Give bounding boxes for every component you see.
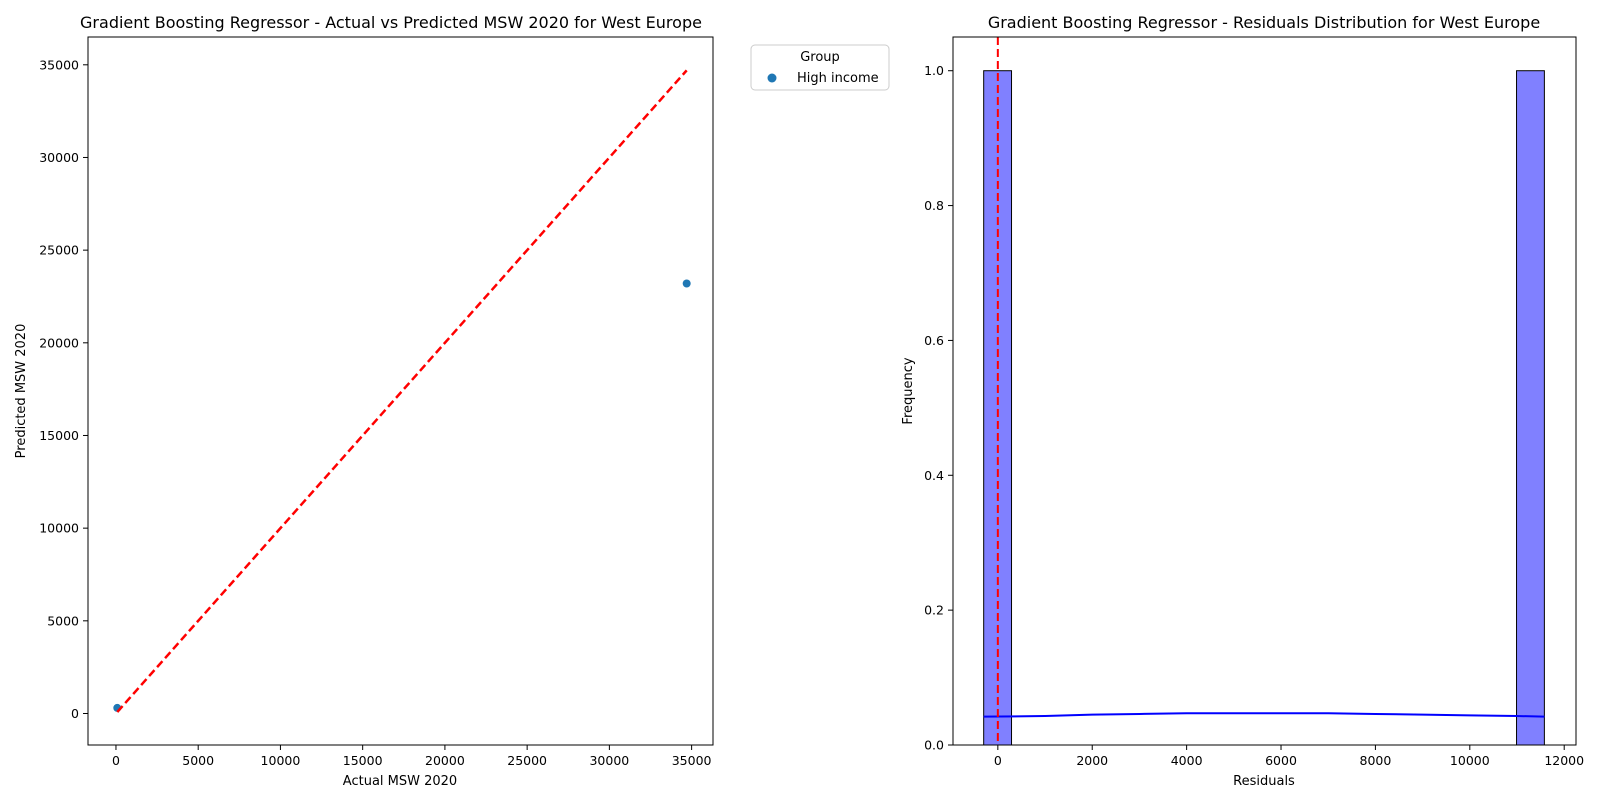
residuals-marks: [983, 37, 1545, 746]
x-tick-label: 10000: [261, 753, 301, 768]
y-tick-label: 0.2: [924, 603, 944, 618]
x-tick-label: 8000: [1360, 753, 1392, 768]
perfect-prediction-line: [116, 69, 688, 713]
y-tick-label: 5000: [47, 613, 79, 628]
scatter-subplot: Gradient Boosting Regressor - Actual vs …: [14, 13, 890, 789]
x-tick-label: 0: [994, 753, 1002, 768]
x-tick-label: 4000: [1171, 753, 1203, 768]
x-tick-label: 25000: [507, 753, 547, 768]
scatter-plot-frame: [87, 36, 714, 746]
legend-box: [750, 44, 890, 91]
x-tick-label: 0: [112, 753, 120, 768]
histogram-bar: [1516, 70, 1545, 746]
x-tick-label: 30000: [589, 753, 629, 768]
residuals-ticks: 0 2000 4000 6000 8000 10000 12000 0.0 0.2 0.4 0.6 0…: [924, 63, 1584, 768]
y-tick-label: 0.6: [924, 333, 944, 348]
scatter-marks: [113, 69, 691, 713]
x-tick-label: 20000: [425, 753, 465, 768]
y-tick-label: 0.0: [924, 738, 944, 753]
x-tick-label: 10000: [1450, 753, 1490, 768]
kde-curve: [983, 712, 1545, 718]
y-tick-label: 10000: [39, 521, 79, 536]
scatter-title: Gradient Boosting Regressor - Actual vs …: [80, 13, 702, 32]
y-tick-label: 30000: [39, 150, 79, 165]
residuals-x-axis-label: Residuals: [1233, 774, 1295, 789]
scatter-ticks: 0 5000 10000 15000 20000 25000 30000 35000 0 5000…: [39, 57, 711, 768]
legend-label-high-income: High income: [797, 71, 879, 86]
x-tick-label: 12000: [1544, 753, 1584, 768]
y-tick-label: 1.0: [924, 63, 944, 78]
y-tick-label: 0.4: [924, 468, 944, 483]
residuals-subplot: Gradient Boosting Regressor - Residuals …: [901, 13, 1584, 789]
scatter-x-axis-label: Actual MSW 2020: [343, 774, 457, 789]
legend-title: Group: [800, 50, 840, 65]
y-tick-label: 35000: [39, 57, 79, 72]
y-tick-label: 20000: [39, 335, 79, 350]
x-tick-label: 2000: [1076, 753, 1108, 768]
residuals-y-axis-label: Frequency: [901, 357, 916, 424]
x-tick-label: 6000: [1265, 753, 1297, 768]
scatter-point: [682, 279, 691, 288]
y-tick-label: 0: [71, 706, 79, 721]
residuals-title: Gradient Boosting Regressor - Residuals …: [988, 13, 1540, 32]
x-tick-label: 35000: [672, 753, 712, 768]
y-tick-label: 25000: [39, 243, 79, 258]
residuals-plot-frame: [952, 36, 1577, 746]
scatter-legend: Group High income: [750, 44, 890, 91]
y-tick-label: 0.8: [924, 198, 944, 213]
x-tick-label: 15000: [343, 753, 383, 768]
y-tick-label: 15000: [39, 428, 79, 443]
scatter-y-axis-label: Predicted MSW 2020: [14, 324, 29, 459]
x-tick-label: 5000: [182, 753, 214, 768]
legend-marker-high-income: [767, 73, 777, 83]
